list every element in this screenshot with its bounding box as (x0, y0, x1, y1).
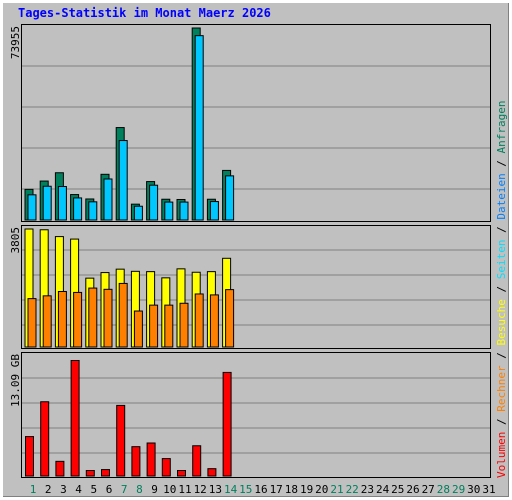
bar-rechner-day-5 (88, 287, 98, 348)
day-label-22: 22 (346, 483, 359, 496)
chart-title: Tages-Statistik im Monat Maerz 2026 (18, 6, 271, 20)
bar-rechner-day-7 (118, 282, 128, 348)
panel-volume-border (21, 352, 491, 478)
bar-rechner-day-3 (57, 290, 67, 348)
bar-dateien-day-1 (27, 194, 37, 221)
day-label-29: 29 (452, 483, 465, 496)
legend-item-volumen: Volumen (495, 432, 508, 478)
bar-dateien-day-14 (225, 175, 235, 221)
day-label-24: 24 (376, 483, 390, 496)
day-label-30: 30 (467, 483, 480, 496)
day-label-6: 6 (106, 483, 113, 496)
bar-dateien-day-13 (209, 201, 219, 221)
day-label-27: 27 (422, 483, 435, 496)
day-label-13: 13 (209, 483, 222, 496)
day-label-10: 10 (163, 483, 176, 496)
legend-separator-4: / (495, 220, 508, 240)
bar-volumen-day-13 (207, 468, 217, 477)
panel-requests-border (21, 24, 491, 222)
bar-rechner-day-9 (149, 304, 159, 348)
legend-separator-5: / (495, 153, 508, 173)
bar-rechner-day-13 (209, 294, 219, 348)
bar-dateien-day-11 (179, 201, 189, 221)
day-label-28: 28 (437, 483, 450, 496)
legend-item-anfragen: Anfragen (495, 100, 508, 153)
bar-volumen-day-1 (25, 436, 34, 477)
legend-separator-2: / (495, 346, 508, 366)
day-label-11: 11 (178, 483, 191, 496)
day-label-9: 9 (151, 483, 158, 496)
day-label-3: 3 (60, 483, 67, 496)
bar-dateien-day-7 (118, 140, 128, 221)
legend-separator-3: / (495, 279, 508, 299)
bar-rechner-day-1 (27, 298, 37, 348)
bar-volumen-day-6 (101, 469, 110, 477)
bar-volumen-day-2 (40, 401, 50, 477)
day-label-21: 21 (330, 483, 343, 496)
day-label-1: 1 (30, 483, 37, 496)
legend-item-besuche: Besuche (495, 299, 508, 345)
panel-visits-scale-label: 3805 (9, 227, 22, 254)
bar-dateien-day-2 (42, 185, 52, 221)
bar-rechner-day-11 (179, 302, 189, 348)
bar-volumen-day-3 (55, 460, 65, 477)
bar-volumen-day-9 (146, 442, 156, 477)
bar-dateien-day-6 (103, 178, 113, 221)
bar-volumen-day-12 (192, 445, 202, 477)
day-label-2: 2 (45, 483, 52, 496)
bar-dateien-day-3 (57, 186, 67, 221)
bar-rechner-day-4 (73, 291, 83, 348)
day-label-8: 8 (136, 483, 143, 496)
bar-dateien-day-9 (149, 184, 159, 221)
day-label-16: 16 (254, 483, 267, 496)
bar-dateien-day-10 (164, 201, 174, 221)
day-label-12: 12 (194, 483, 207, 496)
bar-rechner-day-2 (42, 295, 52, 348)
panel-requests-scale-label: 73955 (9, 26, 22, 59)
legend-separator-1: / (495, 412, 508, 432)
bar-volumen-day-8 (131, 446, 141, 477)
day-label-7: 7 (121, 483, 128, 496)
day-label-25: 25 (391, 483, 404, 496)
day-label-23: 23 (361, 483, 374, 496)
bar-volumen-day-11 (177, 469, 186, 477)
bar-volumen-day-4 (70, 359, 80, 477)
day-label-26: 26 (406, 483, 419, 496)
panel-volume-scale-label: 13.09 GB (9, 354, 22, 407)
day-label-14: 14 (224, 483, 238, 496)
bar-dateien-day-8 (133, 205, 143, 221)
bar-rechner-day-10 (164, 304, 174, 348)
bar-dateien-day-12 (194, 35, 204, 221)
panel-visits-border (21, 225, 491, 349)
legend-item-rechner: Rechner (495, 365, 508, 412)
bar-volumen-day-7 (116, 404, 126, 477)
day-label-5: 5 (90, 483, 97, 496)
right-legend: Volumen / Rechner / Besuche / Seiten / D… (495, 100, 508, 478)
bar-rechner-day-12 (194, 293, 204, 348)
day-label-20: 20 (315, 483, 328, 496)
day-label-31: 31 (482, 483, 495, 496)
bar-rechner-day-6 (103, 288, 113, 348)
legend-item-seiten: Seiten (495, 240, 508, 280)
panel-requests-background (21, 24, 491, 222)
bar-dateien-day-5 (88, 201, 98, 221)
day-label-17: 17 (270, 483, 283, 496)
day-label-15: 15 (239, 483, 252, 496)
panel-visits-background (21, 225, 491, 349)
bar-rechner-day-14 (225, 289, 235, 348)
day-label-19: 19 (300, 483, 313, 496)
panel-volume-background (21, 352, 491, 478)
bar-rechner-day-8 (133, 310, 143, 348)
day-label-18: 18 (285, 483, 298, 496)
bar-volumen-day-14 (222, 371, 232, 477)
bar-dateien-day-4 (73, 197, 83, 221)
bar-volumen-day-5 (85, 469, 95, 477)
bar-volumen-day-10 (161, 458, 171, 477)
legend-item-dateien: Dateien (495, 173, 508, 219)
day-label-4: 4 (75, 483, 82, 496)
